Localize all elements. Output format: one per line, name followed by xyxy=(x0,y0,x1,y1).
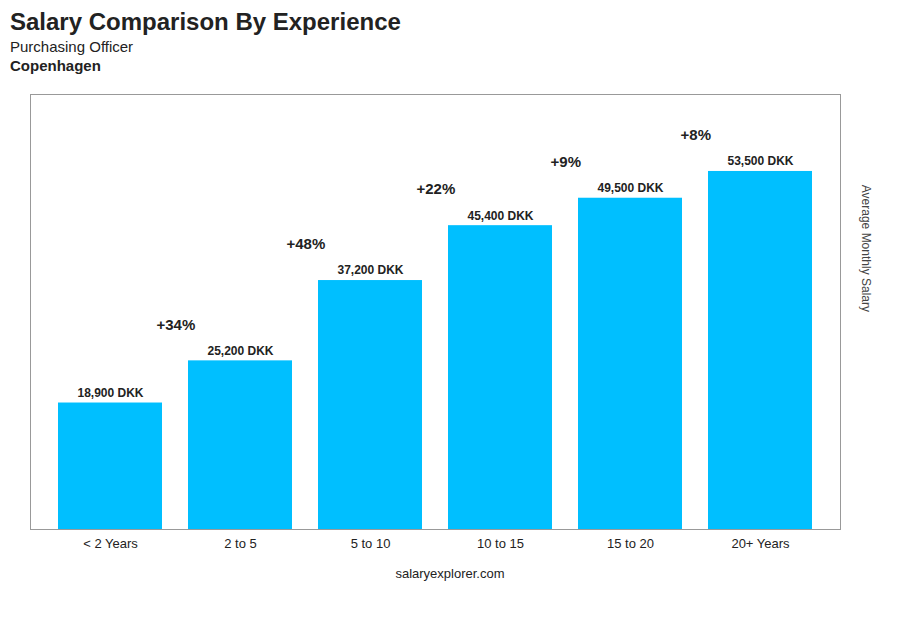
svg-text:5 to 10: 5 to 10 xyxy=(351,536,391,551)
svg-text:18,900 DKK: 18,900 DKK xyxy=(77,386,143,400)
svg-text:25,200 DKK: 25,200 DKK xyxy=(207,344,273,358)
svg-text:+9%: +9% xyxy=(551,153,581,170)
svg-text:+34%: +34% xyxy=(156,316,195,333)
svg-text:< 2 Years: < 2 Years xyxy=(83,536,138,551)
html-text:Purchasing Officer: Purchasing Officer xyxy=(10,38,134,55)
svg-text:20+ Years: 20+ Years xyxy=(731,536,790,551)
svg-text:10 to 15: 10 to 15 xyxy=(477,536,524,551)
html-text:salaryexplorer.com: salaryexplorer.com xyxy=(395,566,505,581)
html-text:Copenhagen: Copenhagen xyxy=(10,57,101,74)
svg-text:2 to 5: 2 to 5 xyxy=(224,536,257,551)
svg-text:+8%: +8% xyxy=(681,126,711,143)
svg-text:+48%: +48% xyxy=(286,235,325,252)
html-text:Salary Comparison By Experienc: Salary Comparison By Experience xyxy=(10,8,401,35)
svg-text:45,400 DKK: 45,400 DKK xyxy=(467,209,533,223)
svg-text:37,200 DKK: 37,200 DKK xyxy=(337,263,403,277)
svg-text:+22%: +22% xyxy=(416,180,455,197)
svg-text:53,500 DKK: 53,500 DKK xyxy=(727,154,793,168)
svg-text:15 to 20: 15 to 20 xyxy=(607,536,654,551)
svg-text:49,500 DKK: 49,500 DKK xyxy=(597,181,663,195)
svg-text:Average Monthly Salary: Average Monthly Salary xyxy=(859,185,873,312)
